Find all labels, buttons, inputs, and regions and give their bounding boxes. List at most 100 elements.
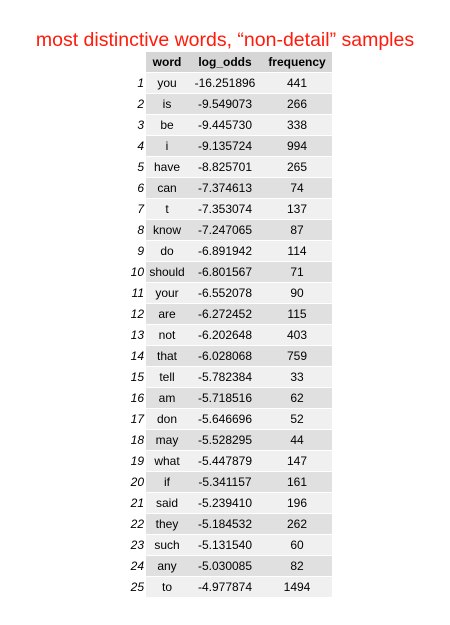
table-row: 5 have -8.825701 265 bbox=[118, 156, 332, 178]
table-row: 20 if -5.341157 161 bbox=[118, 471, 332, 493]
table-body: 1 you -16.251896 441 2 is -9.549073 266 3 be -9.44… bbox=[118, 72, 332, 598]
cell-word: should bbox=[146, 261, 188, 283]
row-index: 25 bbox=[118, 576, 146, 598]
row-index: 10 bbox=[118, 261, 146, 283]
table-row: 4 i -9.135724 994 bbox=[118, 135, 332, 157]
cell-frequency: 82 bbox=[262, 555, 332, 577]
cell-log-odds: -5.447879 bbox=[188, 450, 262, 472]
cell-frequency: 161 bbox=[262, 471, 332, 493]
cell-word: can bbox=[146, 177, 188, 199]
row-index: 3 bbox=[118, 114, 146, 136]
row-index: 6 bbox=[118, 177, 146, 199]
cell-log-odds: -5.030085 bbox=[188, 555, 262, 577]
row-index: 5 bbox=[118, 156, 146, 178]
cell-log-odds: -6.801567 bbox=[188, 261, 262, 283]
cell-word: if bbox=[146, 471, 188, 493]
row-index: 19 bbox=[118, 450, 146, 472]
cell-frequency: 441 bbox=[262, 72, 332, 94]
cell-word: have bbox=[146, 156, 188, 178]
cell-word: don bbox=[146, 408, 188, 430]
cell-word: tell bbox=[146, 366, 188, 388]
row-index: 8 bbox=[118, 219, 146, 241]
cell-frequency: 74 bbox=[262, 177, 332, 199]
cell-log-odds: -5.341157 bbox=[188, 471, 262, 493]
table-row: 24 any -5.030085 82 bbox=[118, 555, 332, 577]
row-index: 12 bbox=[118, 303, 146, 325]
cell-log-odds: -5.184532 bbox=[188, 513, 262, 535]
cell-frequency: 115 bbox=[262, 303, 332, 325]
cell-log-odds: -6.202648 bbox=[188, 324, 262, 346]
cell-word: may bbox=[146, 429, 188, 451]
cell-word: not bbox=[146, 324, 188, 346]
row-index: 16 bbox=[118, 387, 146, 409]
row-index: 4 bbox=[118, 135, 146, 157]
cell-log-odds: -5.239410 bbox=[188, 492, 262, 514]
cell-word: they bbox=[146, 513, 188, 535]
cell-log-odds: -5.718516 bbox=[188, 387, 262, 409]
table-row: 13 not -6.202648 403 bbox=[118, 324, 332, 346]
cell-word: know bbox=[146, 219, 188, 241]
row-index: 17 bbox=[118, 408, 146, 430]
cell-frequency: 87 bbox=[262, 219, 332, 241]
table-header: word log_odds frequency bbox=[118, 52, 332, 73]
cell-log-odds: -6.028068 bbox=[188, 345, 262, 367]
cell-word: to bbox=[146, 576, 188, 598]
row-index: 13 bbox=[118, 324, 146, 346]
cell-frequency: 90 bbox=[262, 282, 332, 304]
cell-word: are bbox=[146, 303, 188, 325]
table-row: 2 is -9.549073 266 bbox=[118, 93, 332, 115]
cell-frequency: 60 bbox=[262, 534, 332, 556]
table-row: 23 such -5.131540 60 bbox=[118, 534, 332, 556]
cell-word: what bbox=[146, 450, 188, 472]
header-log-odds: log_odds bbox=[188, 52, 262, 73]
table-row: 7 t -7.353074 137 bbox=[118, 198, 332, 220]
cell-log-odds: -6.272452 bbox=[188, 303, 262, 325]
cell-frequency: 994 bbox=[262, 135, 332, 157]
cell-frequency: 147 bbox=[262, 450, 332, 472]
cell-log-odds: -7.247065 bbox=[188, 219, 262, 241]
cell-log-odds: -9.445730 bbox=[188, 114, 262, 136]
table-row: 3 be -9.445730 338 bbox=[118, 114, 332, 136]
table-row: 22 they -5.184532 262 bbox=[118, 513, 332, 535]
cell-frequency: 196 bbox=[262, 492, 332, 514]
table-row: 1 you -16.251896 441 bbox=[118, 72, 332, 94]
row-index: 21 bbox=[118, 492, 146, 514]
cell-word: do bbox=[146, 240, 188, 262]
header-index bbox=[118, 52, 146, 73]
cell-log-odds: -6.891942 bbox=[188, 240, 262, 262]
cell-frequency: 71 bbox=[262, 261, 332, 283]
cell-log-odds: -5.131540 bbox=[188, 534, 262, 556]
table-row: 16 am -5.718516 62 bbox=[118, 387, 332, 409]
cell-log-odds: -6.552078 bbox=[188, 282, 262, 304]
cell-log-odds: -16.251896 bbox=[188, 72, 262, 94]
cell-log-odds: -9.549073 bbox=[188, 93, 262, 115]
cell-word: such bbox=[146, 534, 188, 556]
table-row: 12 are -6.272452 115 bbox=[118, 303, 332, 325]
table-row: 6 can -7.374613 74 bbox=[118, 177, 332, 199]
cell-word: you bbox=[146, 72, 188, 94]
row-index: 22 bbox=[118, 513, 146, 535]
table-row: 15 tell -5.782384 33 bbox=[118, 366, 332, 388]
cell-frequency: 266 bbox=[262, 93, 332, 115]
cell-log-odds: -7.353074 bbox=[188, 198, 262, 220]
header-word: word bbox=[146, 52, 188, 73]
cell-frequency: 262 bbox=[262, 513, 332, 535]
cell-log-odds: -4.977874 bbox=[188, 576, 262, 598]
cell-word: your bbox=[146, 282, 188, 304]
cell-log-odds: -5.528295 bbox=[188, 429, 262, 451]
page-title: most distinctive words, “non-detail” sam… bbox=[35, 29, 415, 51]
table-row: 10 should -6.801567 71 bbox=[118, 261, 332, 283]
cell-log-odds: -8.825701 bbox=[188, 156, 262, 178]
row-index: 14 bbox=[118, 345, 146, 367]
cell-frequency: 1494 bbox=[262, 576, 332, 598]
row-index: 7 bbox=[118, 198, 146, 220]
cell-log-odds: -5.646696 bbox=[188, 408, 262, 430]
table-row: 18 may -5.528295 44 bbox=[118, 429, 332, 451]
row-index: 23 bbox=[118, 534, 146, 556]
cell-frequency: 403 bbox=[262, 324, 332, 346]
row-index: 18 bbox=[118, 429, 146, 451]
cell-word: that bbox=[146, 345, 188, 367]
table-row: 14 that -6.028068 759 bbox=[118, 345, 332, 367]
cell-word: t bbox=[146, 198, 188, 220]
row-index: 1 bbox=[118, 72, 146, 94]
